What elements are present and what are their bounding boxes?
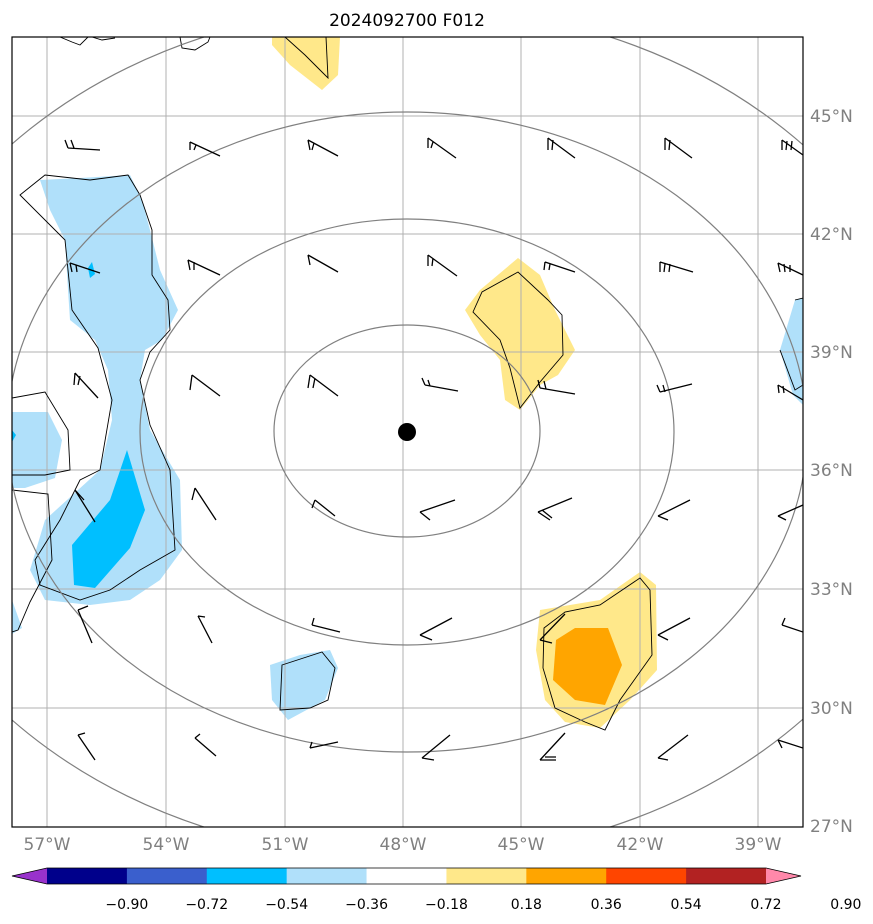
lat-label: 45°N — [810, 107, 853, 127]
lon-label: 48°W — [380, 835, 427, 855]
wind-barbs — [64, 137, 803, 761]
wind-barb — [73, 372, 99, 399]
wind-barb — [419, 617, 453, 641]
lon-label: 51°W — [262, 835, 309, 855]
wind-barb — [77, 605, 93, 644]
wind-barb — [427, 137, 457, 159]
colorbar-labels: −0.90 −0.72 −0.54 −0.36 −0.18 0.18 0.36 0.54 0.7… — [105, 897, 861, 913]
colorbar-tick-label: −0.18 — [425, 897, 468, 913]
wind-barb — [777, 384, 803, 401]
colorbar-tick-label: 0.54 — [671, 897, 702, 913]
wind-barb — [311, 617, 341, 633]
wind-barb — [657, 617, 691, 641]
colorbar-segment — [606, 868, 687, 884]
colorbar-tick-label: −0.36 — [345, 897, 388, 913]
wind-barb — [311, 499, 336, 517]
wind-barb — [307, 374, 339, 397]
wind-barb — [539, 732, 566, 761]
colorbar-tick-label: −0.90 — [105, 897, 148, 913]
lat-label: 30°N — [810, 699, 853, 719]
wind-barb — [309, 741, 339, 749]
wind-barb — [656, 383, 693, 393]
wind-barb — [777, 504, 803, 521]
lat-label: 36°N — [810, 461, 853, 481]
colorbar-tick-label: −0.54 — [265, 897, 308, 913]
wind-barb — [421, 377, 459, 392]
wind-barb — [547, 137, 576, 159]
wind-barb — [657, 734, 689, 761]
colorbar-segments — [12, 868, 801, 884]
wind-barb — [421, 734, 451, 761]
wind-barb — [537, 497, 573, 521]
colorbar-tick-label: −0.72 — [185, 897, 228, 913]
lon-label: 57°W — [24, 835, 71, 855]
lat-labels: 45°N 42°N 39°N 36°N 33°N 30°N 27°N — [810, 107, 853, 837]
wind-barb — [781, 617, 803, 633]
colorbar-segment — [526, 868, 607, 884]
wind-barb — [194, 733, 217, 757]
field-negative-medium — [72, 450, 145, 588]
lon-labels: 57°W 54°W 51°W 48°W 45°W 42°W 39°W — [24, 835, 782, 855]
colorbar-segment — [206, 868, 288, 884]
wind-barb — [539, 613, 566, 644]
wind-barb — [187, 259, 221, 276]
lat-label: 27°N — [810, 817, 853, 837]
wind-barb — [74, 489, 96, 523]
lat-label: 33°N — [810, 580, 853, 600]
contour-lines — [12, 37, 803, 731]
lon-label: 39°W — [735, 835, 782, 855]
wind-barb — [64, 139, 101, 151]
shaded-fields — [12, 37, 803, 728]
colorbar-segment — [446, 868, 527, 884]
field-negative-light-left-edge — [12, 412, 62, 488]
field-positive-light-north — [272, 37, 340, 90]
colorbar: −0.90 −0.72 −0.54 −0.36 −0.18 0.18 0.36 0.54 0.7… — [11, 867, 861, 913]
field-positive-light-center — [465, 258, 575, 410]
wind-barb — [307, 254, 339, 273]
colorbar-segment — [286, 868, 368, 884]
colorbar-segment — [686, 868, 767, 884]
colorbar-segment — [126, 868, 208, 884]
colorbar-segment — [366, 868, 447, 884]
lon-label: 42°W — [617, 835, 664, 855]
colorbar-segment — [47, 868, 128, 884]
wind-barb — [664, 137, 693, 159]
wind-barb — [781, 139, 803, 156]
wind-barb — [307, 139, 339, 157]
colorbar-extend-low — [12, 868, 47, 884]
wind-barb — [777, 739, 803, 749]
wind-barb — [77, 732, 96, 761]
wind-barb — [659, 261, 694, 273]
map-frame — [11, 36, 804, 828]
field-negative-light-west — [30, 175, 182, 605]
colorbar-tick-label: 0.18 — [511, 897, 542, 913]
wind-barb — [197, 615, 213, 644]
wind-barb — [657, 499, 691, 521]
wind-barb — [419, 499, 456, 521]
center-marker — [398, 423, 416, 441]
colorbar-tick-label: 0.36 — [591, 897, 622, 913]
wind-barb — [69, 262, 101, 274]
field-positive-medium — [553, 628, 622, 705]
colorbar-extend-high — [766, 868, 801, 884]
wind-barb — [777, 262, 803, 276]
map-title: 2024092700 F012 — [329, 11, 485, 31]
lat-label: 39°N — [810, 343, 853, 363]
wind-barb — [189, 374, 221, 397]
wind-barb — [427, 254, 458, 277]
wind-barb — [537, 379, 576, 395]
colorbar-tick-label: 0.90 — [830, 897, 861, 913]
lon-label: 45°W — [498, 835, 545, 855]
field-negative-light-south — [270, 650, 338, 720]
lon-label: 54°W — [143, 835, 190, 855]
lat-label: 42°N — [810, 225, 853, 245]
wind-barb — [189, 141, 221, 157]
wind-barb — [191, 487, 217, 521]
colorbar-tick-label: 0.72 — [750, 897, 781, 913]
wind-barb — [543, 261, 576, 273]
